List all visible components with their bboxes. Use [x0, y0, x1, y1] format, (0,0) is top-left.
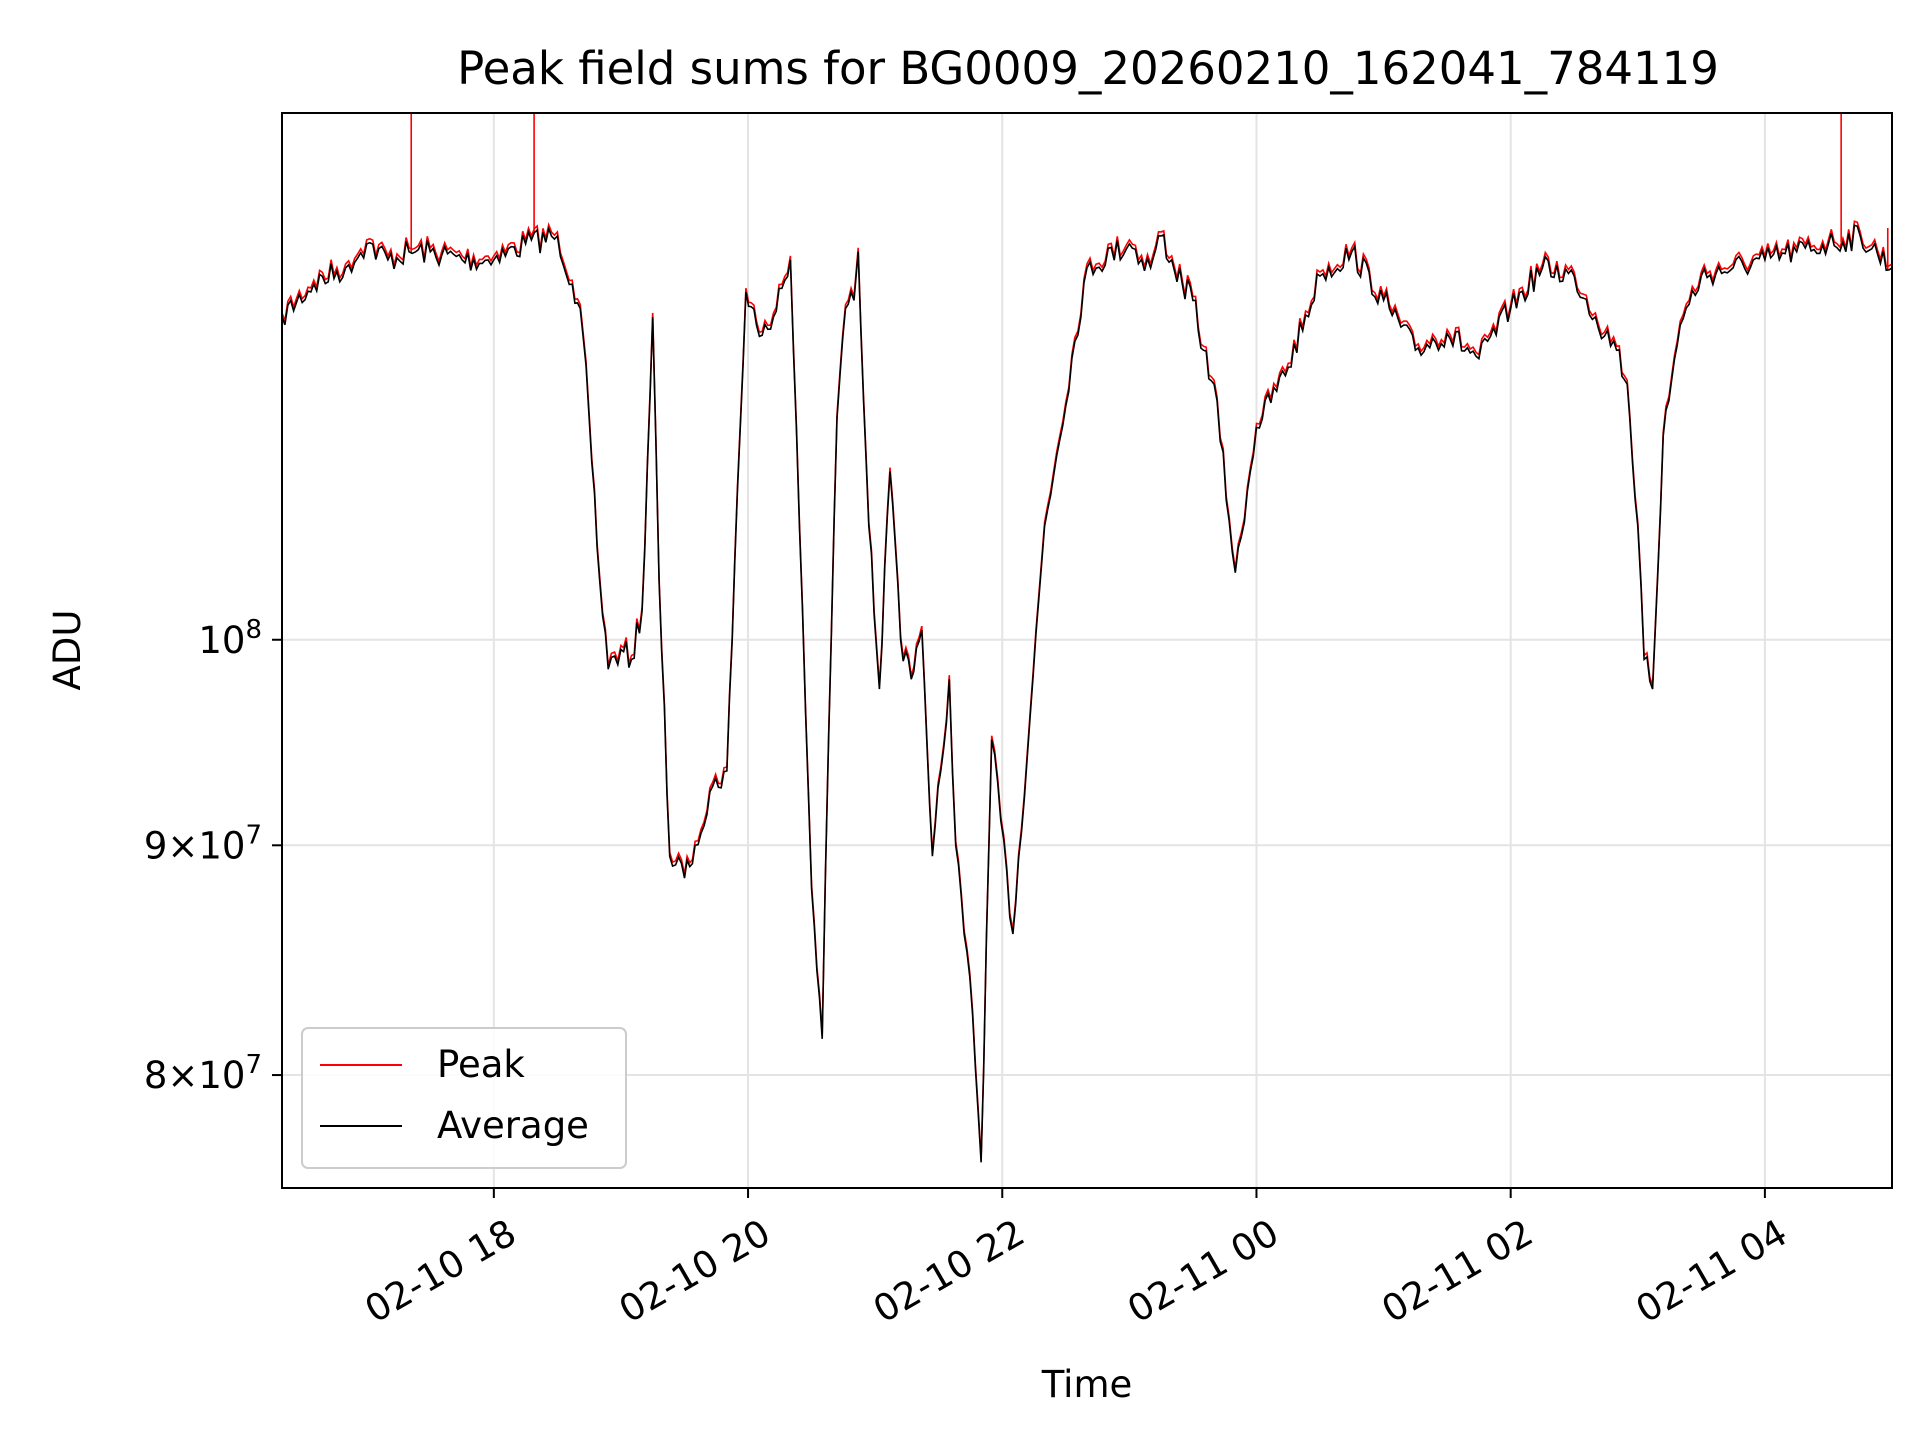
x-axis-label: Time — [1041, 1363, 1133, 1406]
chart-title: Peak field sums for BG0009_20260210_1620… — [457, 42, 1719, 95]
plot-series — [281, 113, 1893, 1163]
legend: Peak Average — [301, 1027, 627, 1169]
series-line-average — [281, 224, 1893, 1163]
legend-box — [301, 1027, 627, 1169]
y-tick-label-2: 108 — [198, 615, 262, 662]
y-tick-label-1: 9×107 — [144, 820, 262, 867]
y-axis: 8×107 9×107 108 — [144, 615, 282, 1097]
legend-label-average: Average — [437, 1104, 589, 1147]
legend-label-peak: Peak — [437, 1043, 525, 1086]
y-axis-label: ADU — [46, 610, 89, 691]
y-tick-label-0: 8×107 — [144, 1050, 262, 1097]
plot-frame — [281, 112, 1893, 1189]
